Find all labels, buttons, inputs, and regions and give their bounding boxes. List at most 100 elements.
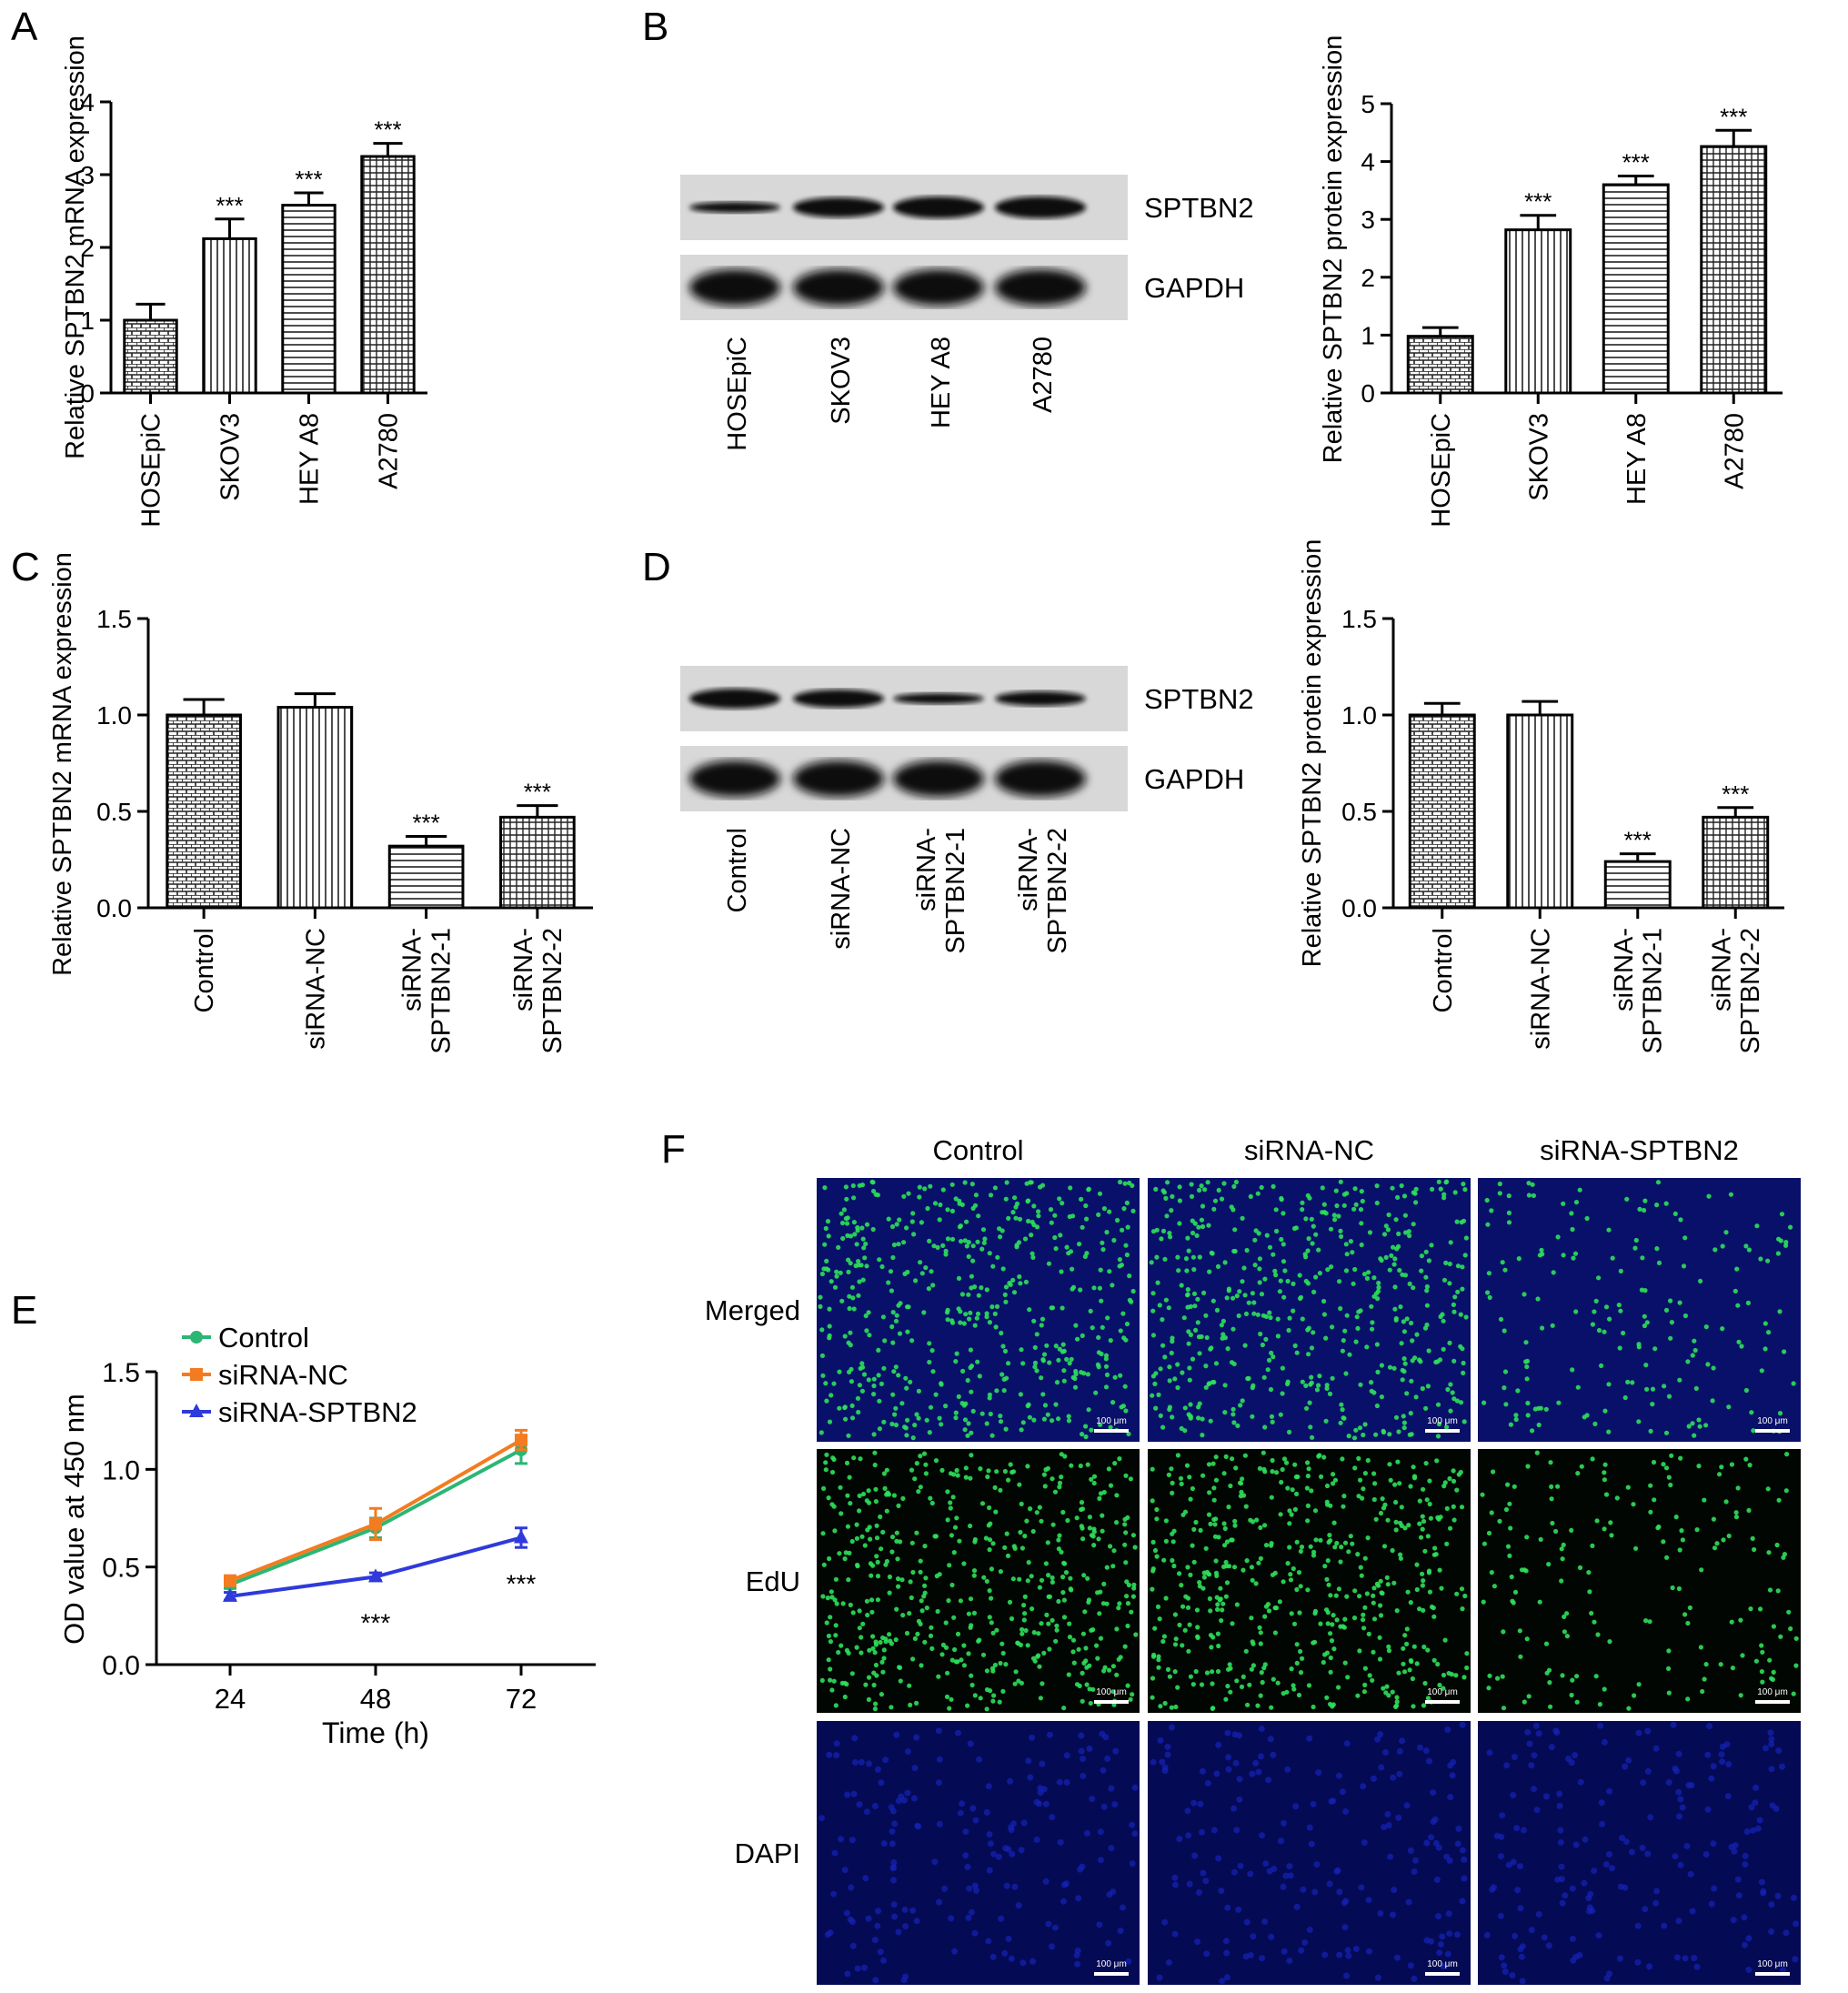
cell-nucleus — [1190, 1543, 1195, 1548]
cell-nucleus — [841, 1867, 849, 1874]
cell-nucleus — [893, 1318, 899, 1324]
cell-nucleus — [1018, 1529, 1023, 1535]
cell-nucleus — [1100, 1247, 1106, 1253]
cell-nucleus — [856, 1259, 861, 1264]
cell-nucleus — [1340, 1348, 1345, 1354]
cell-nucleus — [909, 1907, 917, 1914]
cell-nucleus — [847, 1916, 854, 1923]
cell-nucleus — [1067, 1635, 1073, 1640]
x-tick-label: 24 — [215, 1683, 246, 1715]
cell-nucleus — [1188, 1674, 1193, 1679]
cell-nucleus — [1544, 1670, 1550, 1676]
cell-nucleus — [1097, 1495, 1102, 1501]
cell-nucleus — [1163, 1518, 1169, 1524]
cell-nucleus — [1152, 1626, 1158, 1631]
cell-nucleus — [931, 1858, 939, 1866]
cell-nucleus — [1155, 1604, 1161, 1609]
cell-nucleus — [1306, 1466, 1311, 1472]
cell-nucleus — [1401, 1356, 1407, 1362]
cell-nucleus — [1081, 1660, 1087, 1666]
cell-nucleus — [1778, 1634, 1783, 1639]
cell-nucleus — [1305, 1281, 1311, 1286]
cell-nucleus — [1385, 1227, 1391, 1233]
cell-nucleus — [978, 1696, 983, 1701]
cell-nucleus — [1779, 1212, 1785, 1217]
cell-nucleus — [1663, 1465, 1670, 1471]
cell-nucleus — [1083, 1424, 1089, 1429]
cell-nucleus — [1461, 1419, 1467, 1424]
cell-nucleus — [1160, 1424, 1166, 1430]
cell-nucleus — [1240, 1215, 1245, 1221]
cell-nucleus — [1497, 1853, 1504, 1860]
cell-nucleus — [1300, 1886, 1307, 1893]
cell-nucleus — [1507, 1501, 1512, 1506]
cell-nucleus — [829, 1279, 834, 1284]
cell-nucleus — [1195, 1889, 1202, 1896]
cell-nucleus — [874, 1922, 881, 1929]
cell-nucleus — [1602, 1329, 1607, 1334]
cell-nucleus — [1114, 1626, 1120, 1632]
cell-nucleus — [1423, 1405, 1429, 1411]
cell-nucleus — [1692, 1433, 1697, 1438]
cell-nucleus — [1497, 1191, 1502, 1196]
scale-bar — [1755, 1429, 1790, 1433]
cell-nucleus — [1754, 1223, 1760, 1229]
cell-nucleus — [849, 1671, 855, 1676]
cell-nucleus — [1480, 1492, 1485, 1497]
cell-nucleus — [1700, 1688, 1705, 1695]
cell-nucleus — [836, 1649, 841, 1656]
cell-nucleus — [1154, 1227, 1160, 1233]
cell-nucleus — [1413, 1186, 1419, 1192]
cell-nucleus — [1402, 1361, 1408, 1366]
cell-nucleus — [1003, 1882, 1010, 1889]
cell-nucleus — [1573, 1200, 1580, 1205]
cell-nucleus — [1232, 1523, 1238, 1528]
cell-nucleus — [930, 1369, 936, 1374]
cell-nucleus — [1210, 1827, 1218, 1834]
cell-nucleus — [833, 1740, 840, 1747]
cell-nucleus — [990, 1698, 996, 1704]
cell-nucleus — [1338, 1228, 1343, 1233]
cell-nucleus — [1444, 1505, 1450, 1511]
cell-nucleus — [1328, 1631, 1333, 1636]
cell-nucleus — [864, 1222, 870, 1227]
cell-nucleus — [842, 1680, 848, 1686]
cell-nucleus — [1101, 1581, 1107, 1586]
cell-nucleus — [1188, 1332, 1193, 1337]
cell-nucleus — [1153, 1405, 1159, 1411]
micrograph — [1478, 1449, 1801, 1713]
cell-nucleus — [961, 1663, 967, 1668]
cell-nucleus — [987, 1395, 992, 1401]
cell-nucleus — [1131, 1582, 1137, 1587]
cell-nucleus — [861, 1372, 868, 1377]
cell-nucleus — [1023, 1279, 1029, 1284]
cell-nucleus — [988, 1193, 994, 1198]
cell-nucleus — [1531, 1752, 1538, 1759]
cell-nucleus — [1400, 1272, 1405, 1277]
cell-nucleus — [1745, 1967, 1753, 1973]
cell-nucleus — [839, 1511, 844, 1516]
cell-nucleus — [1206, 1512, 1212, 1517]
cell-nucleus — [987, 1505, 992, 1511]
cell-nucleus — [1576, 1952, 1583, 1958]
cell-nucleus — [988, 1411, 993, 1417]
cell-nucleus — [1491, 1469, 1496, 1475]
cell-nucleus — [1729, 1462, 1734, 1467]
cell-nucleus — [1152, 1381, 1158, 1386]
cell-nucleus — [1080, 1333, 1085, 1338]
cell-nucleus — [1395, 1459, 1401, 1465]
cell-nucleus — [1083, 1434, 1089, 1440]
cell-nucleus — [877, 1257, 882, 1263]
cell-nucleus — [1167, 1406, 1172, 1413]
cell-nucleus — [1404, 1626, 1410, 1632]
panel-letter-e: E — [11, 1288, 37, 1333]
cell-nucleus — [1040, 1392, 1046, 1397]
cell-nucleus — [1280, 1466, 1285, 1473]
cell-nucleus — [1750, 1827, 1757, 1834]
cell-nucleus — [978, 1466, 983, 1472]
cell-nucleus — [1668, 1298, 1673, 1304]
cell-nucleus — [1437, 1682, 1442, 1688]
y-tick-label: 1.0 — [96, 701, 132, 730]
cell-nucleus — [819, 1677, 825, 1683]
cell-nucleus — [857, 1279, 862, 1284]
